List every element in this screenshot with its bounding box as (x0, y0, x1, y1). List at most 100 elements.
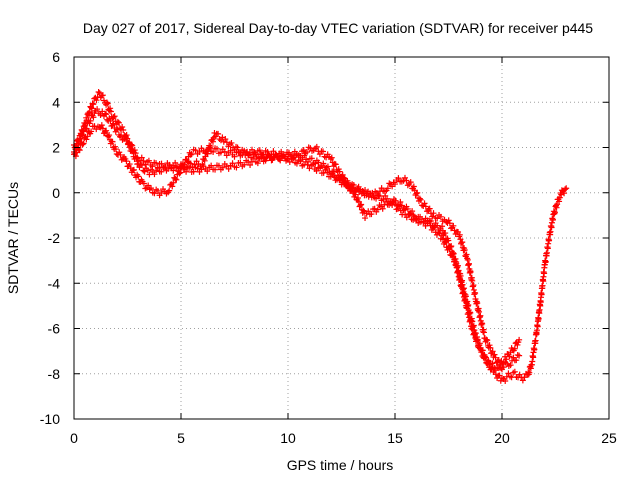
data-point-track-b (313, 143, 320, 150)
data-point-track-a (320, 160, 327, 167)
data-point-track-c (87, 117, 94, 124)
data-point-track-a (532, 337, 539, 344)
data-point-track-a (107, 105, 114, 112)
data-point-track-c (422, 203, 429, 210)
data-point-track-c (513, 357, 520, 364)
data-point-track-a (103, 99, 110, 106)
data-point-track-a (110, 114, 117, 121)
data-point-track-c (480, 329, 487, 336)
data-point-track-b (460, 288, 467, 295)
data-point-track-b (511, 345, 518, 352)
data-point-track-c (461, 247, 468, 254)
data-point-track-a (88, 104, 95, 111)
y-tick-label: -8 (48, 366, 61, 382)
data-point-track-c (138, 154, 145, 161)
data-point-track-a (141, 168, 148, 175)
data-point-track-c (417, 196, 424, 203)
data-point-track-c (90, 114, 97, 121)
data-point-track-c (273, 151, 280, 158)
data-point-track-b (117, 151, 124, 158)
y-tick-label: 6 (52, 49, 60, 65)
data-point-track-c (281, 153, 288, 160)
data-point-track-a (225, 165, 232, 172)
data-point-track-a (562, 186, 569, 193)
data-point-track-c (445, 217, 452, 224)
data-point-track-b (192, 147, 199, 154)
data-point-track-a (397, 198, 404, 205)
data-point-track-b (477, 346, 484, 353)
data-point-track-b (406, 211, 413, 218)
data-point-track-b (135, 173, 142, 180)
data-point-track-c (79, 132, 86, 139)
data-point-track-b (516, 336, 523, 343)
data-point-track-c (446, 220, 453, 227)
data-point-track-b (332, 161, 339, 168)
data-point-track-c (131, 147, 138, 154)
data-point-track-b (76, 147, 83, 154)
data-point-track-c (487, 344, 494, 351)
data-point-track-b (362, 215, 369, 222)
data-point-track-b (112, 146, 119, 153)
data-point-track-c (204, 150, 211, 157)
data-point-track-c (223, 139, 230, 146)
data-point-track-c (346, 185, 353, 192)
data-point-track-b (358, 201, 365, 208)
data-point-track-c (486, 342, 493, 349)
data-point-track-c (76, 135, 83, 142)
data-point-track-b (357, 202, 364, 209)
data-point-track-c (421, 200, 428, 207)
data-point-track-b (464, 305, 471, 312)
data-point-track-b (304, 148, 311, 155)
data-point-track-a (104, 100, 111, 107)
x-tick-label: 15 (387, 430, 403, 446)
y-tick-label: -10 (40, 411, 60, 427)
data-point-track-b (297, 152, 304, 159)
data-point-track-c (215, 130, 222, 137)
data-point-track-a (505, 370, 512, 377)
data-point-track-a (120, 127, 127, 134)
data-point-track-a (88, 105, 95, 112)
data-point-track-c (293, 160, 300, 167)
data-point-track-b (83, 136, 90, 143)
data-point-track-c (392, 181, 398, 188)
data-point-track-b (481, 351, 488, 358)
data-point-track-a (151, 171, 158, 178)
data-point-track-b (336, 168, 343, 175)
data-point-track-b (413, 215, 420, 222)
data-point-track-a (563, 185, 570, 192)
data-point-track-b (506, 353, 513, 360)
data-point-track-c (359, 188, 366, 194)
data-point-track-a (254, 160, 261, 167)
data-point-track-c (118, 132, 125, 139)
data-point-track-a (241, 161, 248, 168)
data-point-track-a (204, 168, 211, 175)
data-point-track-b (98, 122, 105, 129)
data-point-track-c (183, 163, 190, 170)
data-point-track-b (455, 268, 462, 275)
data-point-track-a (502, 377, 509, 384)
data-point-track-c (309, 161, 316, 168)
data-point-track-c (176, 165, 183, 172)
data-point-track-c (375, 192, 382, 199)
data-point-track-c (231, 146, 238, 153)
data-point-track-b (188, 150, 195, 157)
data-point-track-b (403, 214, 410, 221)
data-point-track-b (300, 147, 307, 154)
data-point-track-c (110, 120, 117, 127)
data-point-track-b (418, 216, 425, 223)
data-point-track-c (302, 158, 309, 165)
data-point-track-c (149, 163, 156, 170)
data-point-track-c (166, 161, 173, 168)
data-point-track-b (365, 208, 372, 215)
data-point-track-c (474, 300, 481, 307)
data-point-track-c (516, 352, 523, 359)
data-point-track-c (158, 160, 165, 167)
data-point-track-b (196, 148, 203, 155)
data-point-track-c (114, 126, 121, 133)
data-point-track-b (396, 203, 403, 210)
data-point-track-b (420, 219, 427, 226)
data-point-track-c (429, 213, 436, 220)
data-point-track-b (327, 156, 334, 163)
data-point-track-c (434, 215, 441, 222)
